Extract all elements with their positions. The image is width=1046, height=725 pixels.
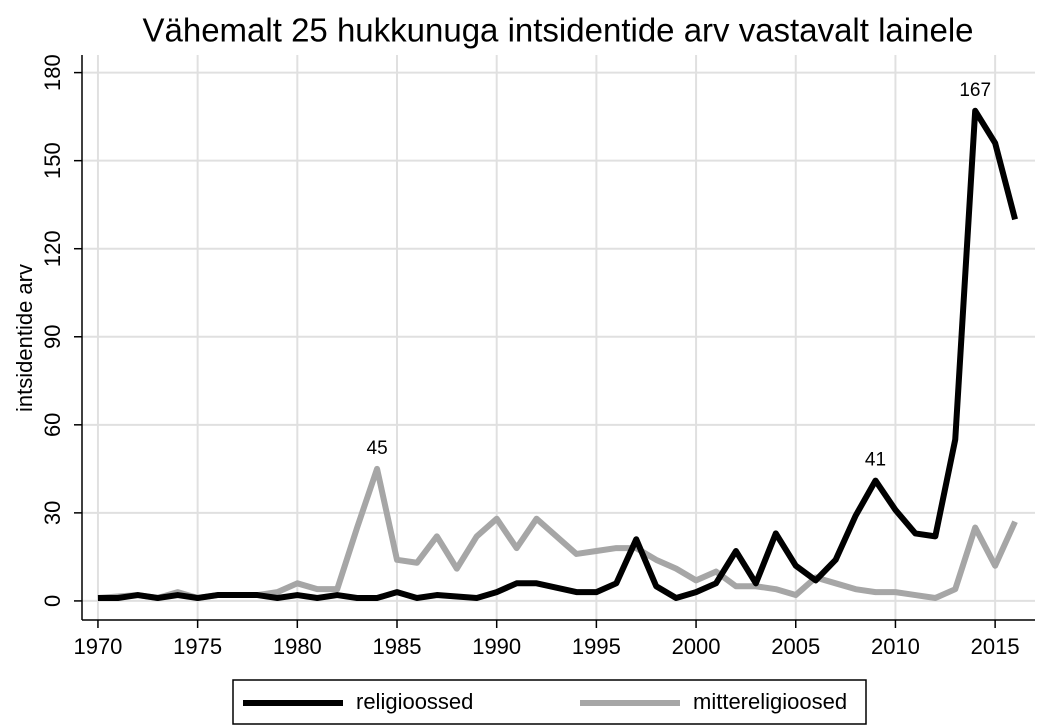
y-tick-label: 30 xyxy=(40,501,65,525)
y-tick-label: 90 xyxy=(40,325,65,349)
x-tick-label: 2005 xyxy=(771,634,820,659)
x-tick-label: 2000 xyxy=(672,634,721,659)
series-line xyxy=(97,107,1018,601)
x-tick-label: 1970 xyxy=(73,634,122,659)
x-tick-label: 1975 xyxy=(173,634,222,659)
x-tick-label: 2010 xyxy=(871,634,920,659)
y-tick-label: 60 xyxy=(40,413,65,437)
x-tick-label: 1985 xyxy=(373,634,422,659)
annotation: 167 xyxy=(959,80,991,101)
legend-label: religioossed xyxy=(356,689,473,714)
y-axis-label: intsidentide arv xyxy=(12,264,37,412)
x-tick-label: 1980 xyxy=(273,634,322,659)
x-tick-label: 2015 xyxy=(971,634,1020,659)
x-tick-label: 1995 xyxy=(572,634,621,659)
y-tick-label: 150 xyxy=(40,142,65,179)
y-tick-label: 120 xyxy=(40,230,65,267)
y-tick-label: 0 xyxy=(40,595,65,607)
legend-label: mittereligioosed xyxy=(693,689,847,714)
annotation: 41 xyxy=(865,450,886,471)
y-tick-label: 180 xyxy=(40,54,65,91)
chart-title: Vähemalt 25 hukkunuga intsidentide arv v… xyxy=(142,12,973,49)
x-tick-label: 1990 xyxy=(472,634,521,659)
annotation: 45 xyxy=(367,438,388,459)
